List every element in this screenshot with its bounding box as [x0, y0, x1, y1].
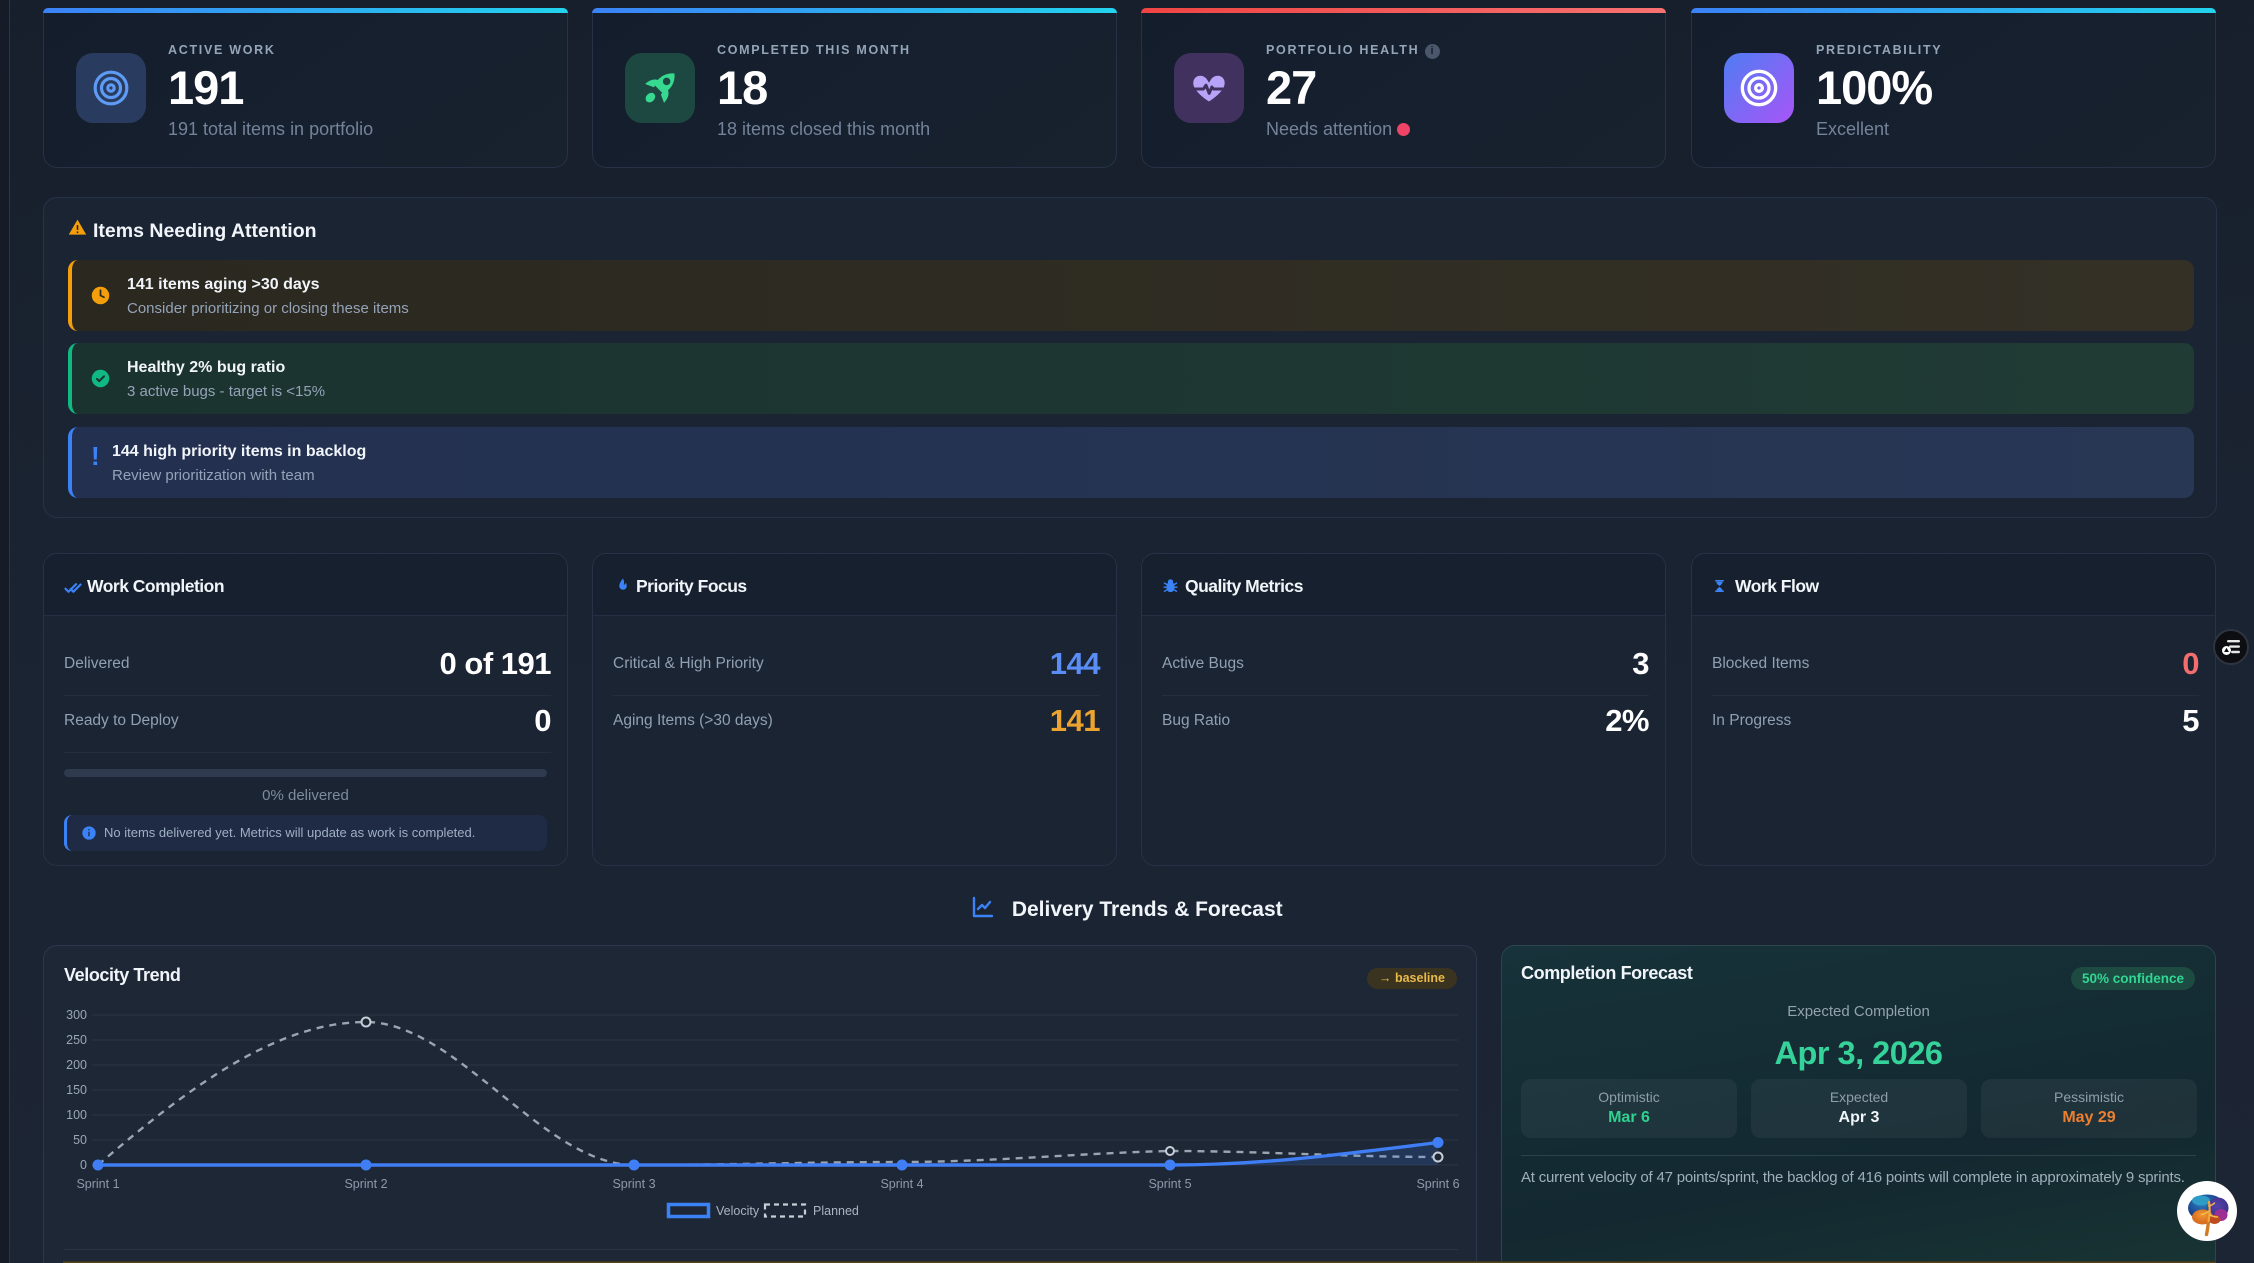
svg-text:Sprint 4: Sprint 4 [880, 1177, 923, 1191]
svg-text:0: 0 [80, 1158, 87, 1172]
svg-text:Sprint 6: Sprint 6 [1416, 1177, 1459, 1191]
svg-text:Sprint 1: Sprint 1 [76, 1177, 119, 1191]
svg-text:200: 200 [66, 1058, 87, 1072]
svg-text:Planned: Planned [813, 1204, 859, 1218]
svg-text:Sprint 2: Sprint 2 [344, 1177, 387, 1191]
svg-text:Sprint 5: Sprint 5 [1148, 1177, 1191, 1191]
svg-text:100: 100 [66, 1108, 87, 1122]
svg-text:Sprint 3: Sprint 3 [612, 1177, 655, 1191]
svg-text:150: 150 [66, 1083, 87, 1097]
svg-text:300: 300 [66, 1008, 87, 1022]
svg-text:250: 250 [66, 1033, 87, 1047]
svg-text:50: 50 [73, 1133, 87, 1147]
svg-text:Velocity: Velocity [716, 1204, 760, 1218]
